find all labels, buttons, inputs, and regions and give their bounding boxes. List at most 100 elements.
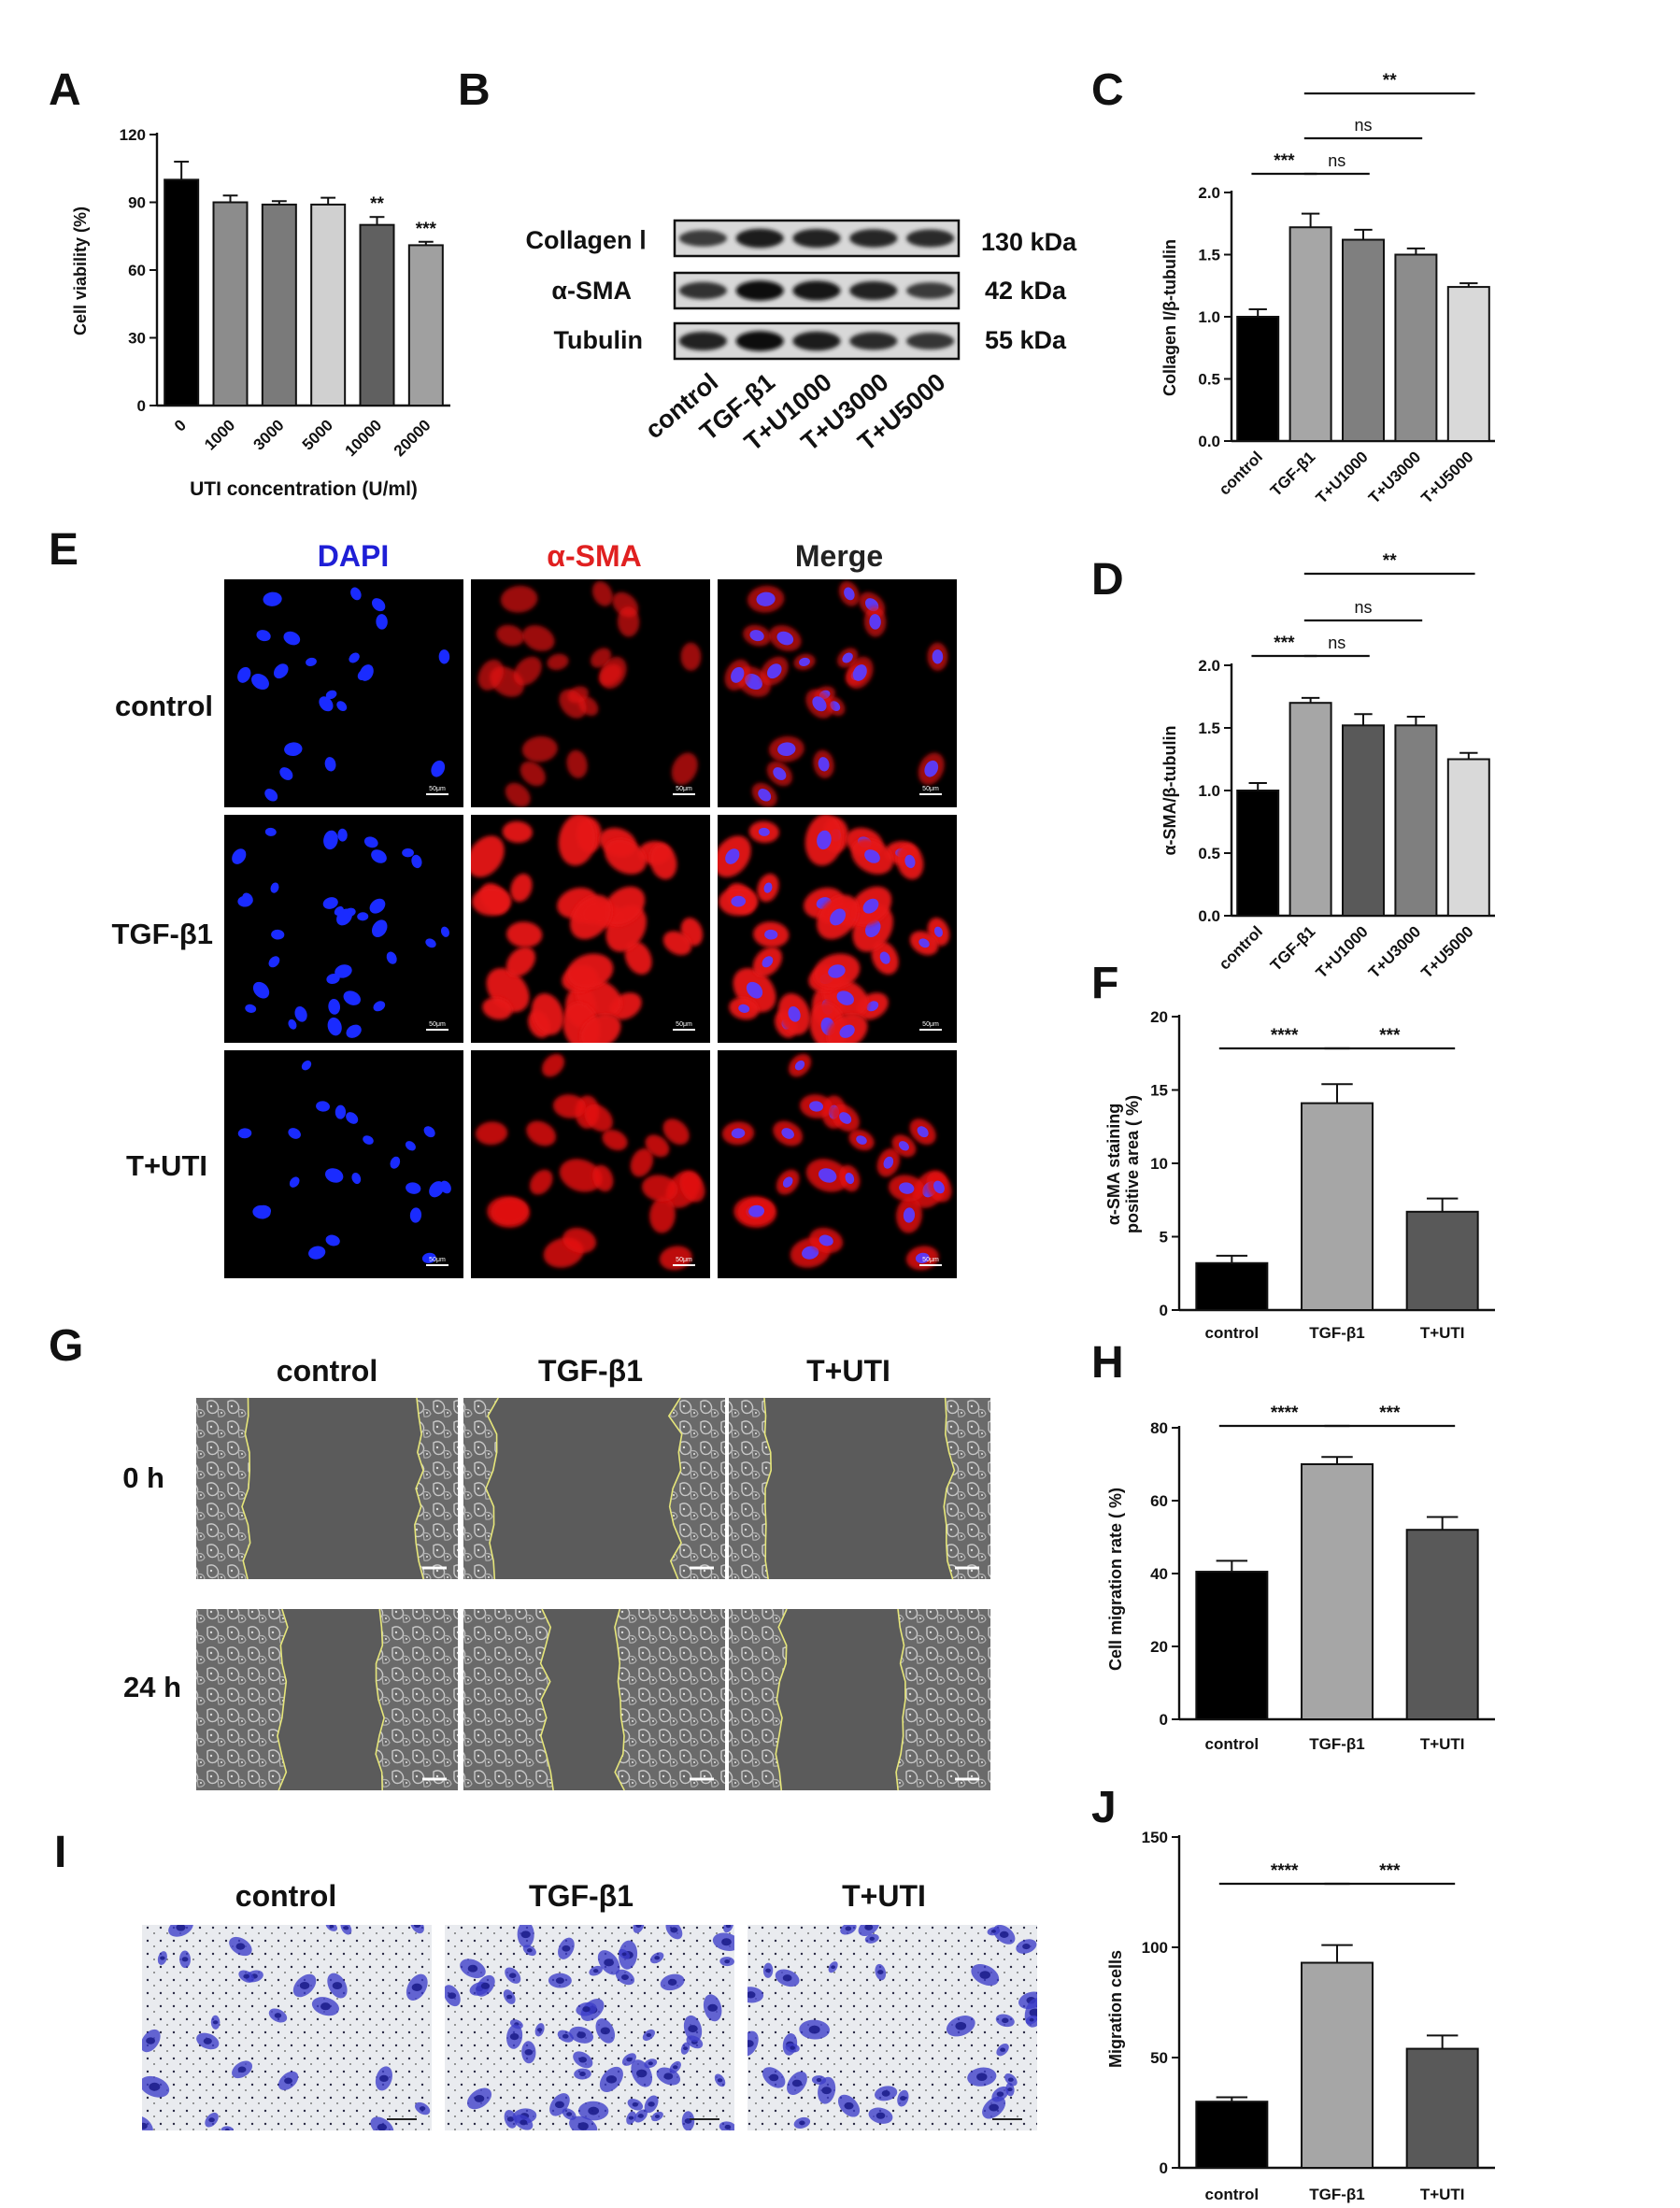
y-tick-label: 60 xyxy=(1150,1492,1168,1510)
bar-T+UTI xyxy=(1405,1210,1479,1312)
if-tile-bg xyxy=(224,815,463,1043)
y-tick-label: 40 xyxy=(1150,1565,1168,1583)
significance-label: *** xyxy=(1274,634,1295,653)
scratch-col-control: control xyxy=(277,1354,377,1388)
scratch-edge-right xyxy=(943,1397,956,1580)
if-tile-bg xyxy=(224,579,463,807)
blot-band xyxy=(906,282,955,299)
bar-T+U1000 xyxy=(1342,238,1385,443)
y-tick-label: 60 xyxy=(128,262,146,279)
y-tick-label: 1.5 xyxy=(1198,247,1220,264)
scratch-tile xyxy=(463,1608,725,1791)
scale-label: 50μm xyxy=(429,1257,446,1263)
chart-a: 0 30 60 90 120 0 1000 3000 5000 10000 ** 20000 *** Ce… xyxy=(71,126,450,500)
y-tick-label: 20 xyxy=(1150,1008,1168,1026)
transwell-col-tuti: T+UTI xyxy=(842,1879,926,1913)
panel-letter-a: A xyxy=(49,65,81,115)
significance-label: *** xyxy=(1379,1403,1401,1423)
significance-label: ** xyxy=(370,194,384,214)
y-axis-label: α-SMA staining xyxy=(1104,1104,1123,1225)
y-tick-label: 2.0 xyxy=(1198,657,1220,675)
panel-letter-h: H xyxy=(1091,1338,1124,1388)
if-tile: 50μm xyxy=(471,579,710,807)
scratch-tile xyxy=(729,1608,990,1791)
x-tick-label: 3000 xyxy=(249,416,287,453)
significance-label: ns xyxy=(1328,634,1345,652)
x-tick-label: control xyxy=(1216,448,1266,498)
scratch-edge-right xyxy=(895,1608,906,1791)
if-tiles: 50μm 50μm 50μm 50μm 50μm 50μm 50μm 50μm 50μm xyxy=(224,579,957,1278)
chart-h: 0 20 40 60 80 control TGF-β1 T+UTI Cell migratio… xyxy=(1106,1403,1495,1753)
chart-d: 0.0 0.5 1.0 1.5 2.0 control TGF-β1T+U1000T+U30… xyxy=(1160,551,1495,982)
y-axis-label: Collagen I/β-tubulin xyxy=(1160,239,1179,396)
panel-letter-c: C xyxy=(1091,65,1124,115)
y-axis-label: Migration cells xyxy=(1106,1950,1125,2068)
x-tick-label: TGF-β1 xyxy=(1267,448,1318,499)
scale-label: 50μm xyxy=(676,1021,692,1028)
y-tick-label: 1.5 xyxy=(1198,719,1220,737)
x-tick-label: 10000 xyxy=(341,416,385,460)
y-axis-label: Cell viability (%) xyxy=(71,207,90,335)
bar-10000 xyxy=(359,223,395,406)
bar-control xyxy=(1195,1261,1269,1312)
scratch-edge-right xyxy=(614,1608,625,1791)
if-tile: 50μm xyxy=(471,1050,710,1278)
if-row-tuti: T+UTI xyxy=(126,1149,207,1182)
if-panel: DAPI α-SMA Merge control TGF-β1 T+UTI 50… xyxy=(112,539,957,1278)
bar-control xyxy=(1236,790,1280,917)
y-tick-label: 0.0 xyxy=(1198,907,1220,925)
scratch-edge-left xyxy=(241,1397,251,1580)
scratch-edge-right xyxy=(375,1608,385,1791)
if-row-control: control xyxy=(115,690,213,722)
bar-T+U3000 xyxy=(1394,253,1438,442)
transwell-col-control: control xyxy=(235,1879,336,1913)
x-tick-label: TGF-β1 xyxy=(1309,1324,1364,1342)
blot-band xyxy=(792,331,841,351)
bar-T+U1000 xyxy=(1342,724,1385,917)
western-blot: Collagen Ⅰ α-SMA Tubulin 130 kDa 42 kDa … xyxy=(526,219,1077,457)
scratch-edge-left xyxy=(485,1397,499,1580)
bar-TGF-β1 xyxy=(1301,1463,1374,1720)
panel-letter-j: J xyxy=(1091,1783,1117,1832)
panel-letter-b: B xyxy=(458,65,491,115)
scratch-tile xyxy=(729,1397,990,1580)
y-tick-label: 0 xyxy=(137,397,146,415)
y-tick-label: 0.5 xyxy=(1198,371,1220,389)
if-tile: 50μm xyxy=(224,1050,463,1278)
y-tick-label: 50 xyxy=(1150,2049,1168,2067)
scratch-gap xyxy=(242,1398,424,1579)
transwell-tiles xyxy=(142,1925,1037,2130)
x-tick-label: 0 xyxy=(171,416,190,434)
scratch-row-24h: 24 h xyxy=(123,1671,181,1703)
y-axis-label: α-SMA/β-tubulin xyxy=(1160,725,1179,855)
scratch-edge-left xyxy=(775,1608,788,1791)
blot-band xyxy=(849,332,898,350)
blot-band xyxy=(678,332,727,350)
bar-control xyxy=(1195,1571,1269,1721)
x-tick-label: 5000 xyxy=(299,416,336,453)
chart-c: 0.0 0.5 1.0 1.5 2.0 control TGF-β1T+U1000T+U30… xyxy=(1160,71,1495,507)
blot-band xyxy=(735,280,784,301)
significance-label: **** xyxy=(1271,1026,1299,1046)
scratch-gap xyxy=(763,1398,955,1579)
x-tick-label: control xyxy=(1205,1324,1260,1342)
x-axis-label: UTI concentration (U/ml) xyxy=(190,478,418,500)
y-tick-label: 1.0 xyxy=(1198,308,1220,326)
blot-band xyxy=(792,229,841,248)
scratch-gap xyxy=(776,1609,905,1790)
blot-strips xyxy=(673,219,961,361)
bar-TGF-β1 xyxy=(1301,1961,1374,2170)
scratch-gap xyxy=(486,1398,682,1579)
y-axis-label: Cell migration rate ( %) xyxy=(1106,1488,1125,1671)
scale-label: 50μm xyxy=(429,1021,446,1028)
if-col-merge: Merge xyxy=(795,539,883,573)
y-tick-label: 0 xyxy=(1160,1302,1168,1319)
transwell-panel: control TGF-β1 T+UTI xyxy=(142,1879,1037,2130)
if-col-dapi: DAPI xyxy=(318,539,389,573)
scratch-gap xyxy=(277,1609,385,1790)
scale-label: 50μm xyxy=(429,786,446,792)
transwell-col-tgf: TGF-β1 xyxy=(529,1879,634,1913)
significance-label: *** xyxy=(416,220,437,239)
y-tick-label: 1.0 xyxy=(1198,782,1220,800)
